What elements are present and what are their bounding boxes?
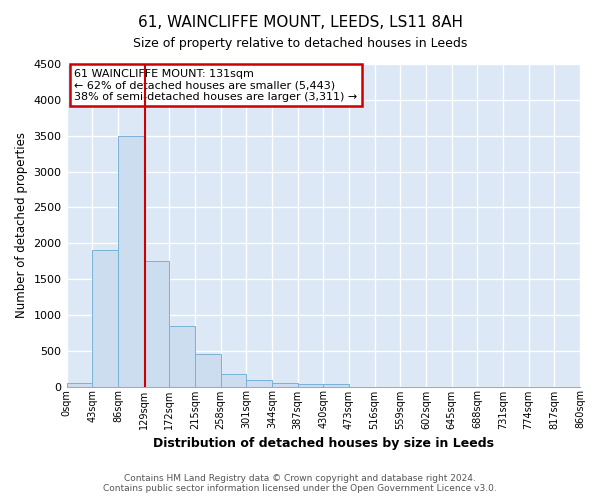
Bar (246, 380, 272, 386)
Bar (143, 261, 169, 386)
Bar (272, 382, 298, 386)
Text: Contains HM Land Registry data © Crown copyright and database right 2024.: Contains HM Land Registry data © Crown c… (124, 474, 476, 483)
Bar (67, 383, 92, 386)
Bar (169, 326, 195, 386)
Bar (195, 354, 221, 386)
Bar (298, 384, 323, 386)
X-axis label: Distribution of detached houses by size in Leeds: Distribution of detached houses by size … (153, 437, 494, 450)
Bar (92, 250, 118, 386)
Text: Contains public sector information licensed under the Open Government Licence v3: Contains public sector information licen… (103, 484, 497, 493)
Bar (221, 374, 246, 386)
Bar (118, 136, 143, 386)
Text: Size of property relative to detached houses in Leeds: Size of property relative to detached ho… (133, 38, 467, 51)
Y-axis label: Number of detached properties: Number of detached properties (15, 132, 28, 318)
Text: 61 WAINCLIFFE MOUNT: 131sqm
← 62% of detached houses are smaller (5,443)
38% of : 61 WAINCLIFFE MOUNT: 131sqm ← 62% of det… (74, 69, 358, 102)
Bar (323, 384, 349, 386)
Text: 61, WAINCLIFFE MOUNT, LEEDS, LS11 8AH: 61, WAINCLIFFE MOUNT, LEEDS, LS11 8AH (137, 15, 463, 30)
